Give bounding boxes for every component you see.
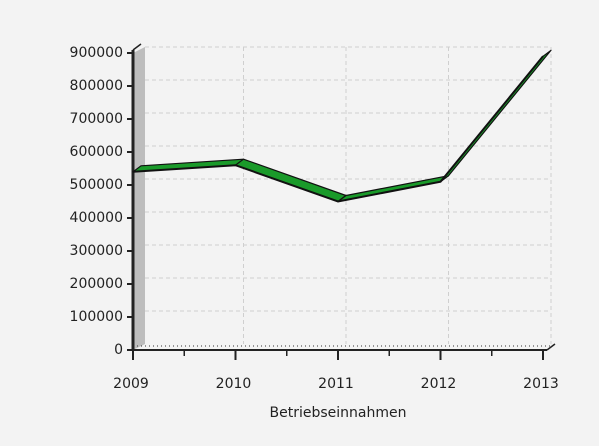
x-tick-label: 2013 [523, 376, 559, 392]
x-tick-label: 2012 [421, 376, 457, 392]
axis-depth [132, 43, 142, 51]
wall [133, 47, 145, 350]
x-axis-label: Betriebseinnahmen [270, 405, 407, 421]
y-tick-label: 400000 [70, 210, 123, 226]
y-tick-label: 100000 [70, 309, 123, 325]
y-tick-label: 700000 [70, 111, 123, 127]
y-tick-label: 200000 [70, 276, 123, 292]
y-tick-label: 0 [114, 342, 123, 358]
x-tick-label: 2009 [113, 376, 149, 392]
y-tick-label: 600000 [70, 144, 123, 160]
line [132, 55, 544, 203]
x-tick-label: 2010 [216, 376, 252, 392]
y-tick-label: 800000 [70, 78, 123, 94]
y-tick-label: 500000 [70, 177, 123, 193]
y-tick-label: 900000 [70, 45, 123, 61]
axis-depth [546, 343, 556, 351]
x-tick-label: 2011 [318, 376, 354, 392]
y-tick-label: 300000 [70, 243, 123, 259]
